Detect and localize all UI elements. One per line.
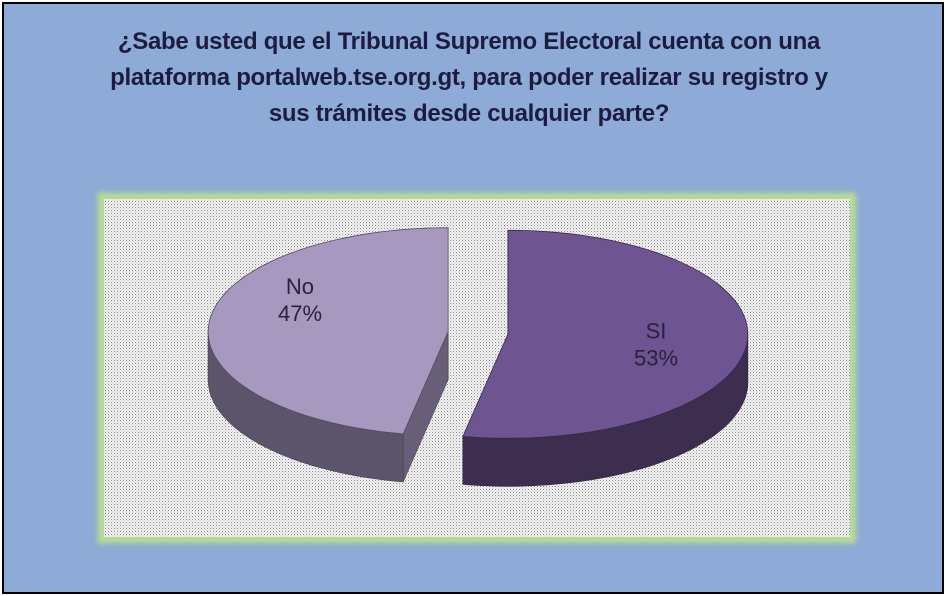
slice [462,229,749,439]
plot-glow [98,193,856,543]
chart-title: ¿Sabe usted que el Tribunal Supremo Elec… [110,28,828,127]
slice-value-label: 53% [634,346,678,371]
slice [207,227,449,435]
slice-label: SI [646,319,667,344]
slice-value-label: 47% [278,301,322,326]
slice-label: No [286,274,314,299]
